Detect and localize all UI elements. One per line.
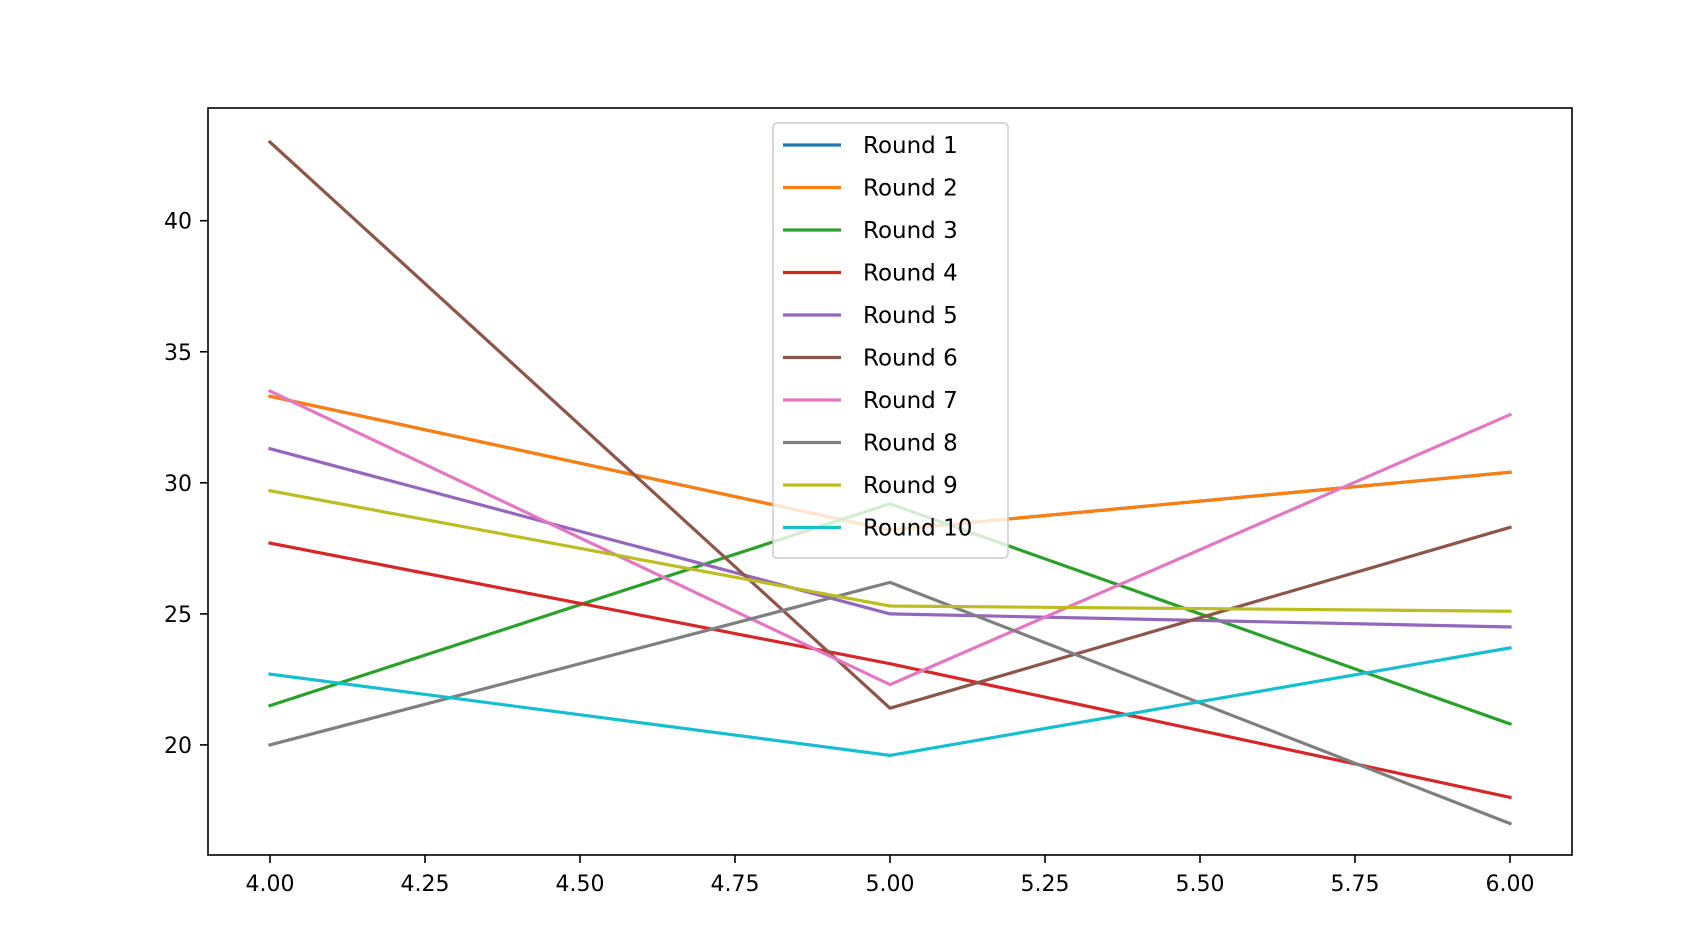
legend-label-5: Round 5 <box>863 303 958 329</box>
legend-label-10: Round 10 <box>863 516 972 542</box>
series-line-4 <box>268 541 1512 800</box>
x-tick-label: 4.50 <box>556 872 605 897</box>
x-tick-label: 4.25 <box>401 872 450 897</box>
axes-layer: 4.00 4.25 4.50 4.75 5.00 5.25 5.50 5.75 6.00 20 25… <box>164 107 1573 897</box>
y-tick-label: 35 <box>164 341 192 366</box>
x-tick-label: 5.00 <box>866 872 915 897</box>
legend-label-1: Round 1 <box>863 133 958 159</box>
series-line-9 <box>268 488 1512 613</box>
series-line-5 <box>268 446 1512 629</box>
legend-label-8: Round 8 <box>863 431 958 457</box>
legend: Round 1 Round 2 Round 3 Round 4 Round 5 Round… <box>772 122 1009 559</box>
series-line-8 <box>268 580 1513 826</box>
x-tick-label: 4.75 <box>711 872 760 897</box>
y-tick-label: 20 <box>164 734 192 759</box>
legend-label-2: Round 2 <box>863 176 958 202</box>
x-tick-label: 6.00 <box>1486 872 1535 897</box>
y-tick-label: 25 <box>164 603 192 628</box>
y-tick-label: 40 <box>164 210 192 235</box>
legend-label-7: Round 7 <box>863 388 958 414</box>
legend-box <box>772 122 1009 559</box>
series-line-6 <box>267 139 1512 710</box>
y-tick-label: 30 <box>164 472 192 497</box>
series-line-7 <box>267 388 1513 687</box>
x-tick-label: 5.50 <box>1176 872 1225 897</box>
x-tick-label: 5.75 <box>1331 872 1380 897</box>
x-tick-label: 4.00 <box>246 872 295 897</box>
legend-label-6: Round 6 <box>863 346 958 372</box>
legend-label-9: Round 9 <box>863 473 958 499</box>
series-line-10 <box>268 646 1512 758</box>
legend-label-3: Round 3 <box>863 218 958 244</box>
legend-label-4: Round 4 <box>863 261 958 287</box>
x-tick-label: 5.25 <box>1021 872 1070 897</box>
